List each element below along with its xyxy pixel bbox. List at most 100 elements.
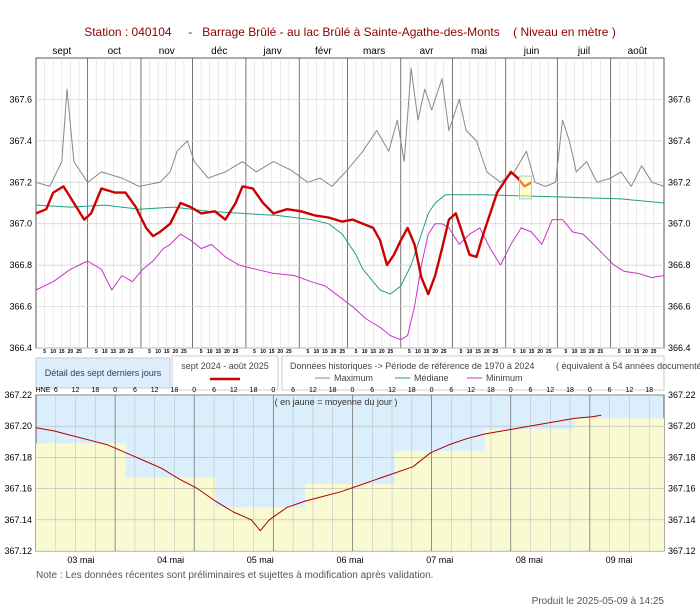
y-tick-label-left: 367.6 [9, 94, 32, 104]
y-tick-label-right: 367.0 [668, 219, 691, 229]
y-tick-label-left: 367.0 [9, 219, 32, 229]
legend-min-text: Minimum [486, 373, 523, 383]
y-tick-label-right: 367.14 [668, 515, 696, 525]
station-name: Barrage Brûlé - au lac Brûlé à Sainte-Ag… [202, 25, 500, 39]
hour-label: 0 [588, 387, 592, 394]
hour-label: 0 [430, 387, 434, 394]
legend-max-text: Maximum [334, 373, 373, 383]
day-label: 09 mai [606, 555, 633, 565]
legend-recent-text: Détail des sept derniers jours [45, 368, 162, 378]
day-tick-label: 5 [460, 349, 463, 355]
y-tick-label-right: 366.8 [668, 260, 691, 270]
y-tick-label-right: 367.2 [668, 177, 691, 187]
day-tick-label: 10 [362, 349, 368, 355]
legend-historic-box [281, 355, 665, 391]
hour-label: 18 [329, 387, 337, 394]
hour-label: 6 [449, 387, 453, 394]
hour-label: 12 [151, 387, 159, 394]
y-tick-label-right: 366.4 [668, 343, 691, 353]
day-tick-label: 25 [128, 349, 134, 355]
station-label: Station : 040104 [84, 25, 172, 39]
daily-mean-band [36, 443, 126, 551]
day-tick-label: 10 [314, 349, 320, 355]
day-tick-label: 15 [59, 349, 65, 355]
hour-label: 6 [212, 387, 216, 394]
day-tick-label: 25 [388, 349, 394, 355]
y-tick-label-right: 367.22 [668, 390, 696, 400]
daily-mean-band [125, 477, 216, 551]
day-tick-label: 25 [441, 349, 447, 355]
hour-label: 6 [529, 387, 533, 394]
day-tick-label: 10 [625, 349, 631, 355]
day-tick-label: 5 [513, 349, 516, 355]
day-tick-label: 10 [520, 349, 526, 355]
hour-label: 12 [546, 387, 554, 394]
day-tick-label: 15 [475, 349, 481, 355]
y-tick-label-right: 367.16 [668, 484, 696, 494]
month-label: mars [363, 46, 385, 57]
day-tick-label: 20 [642, 349, 648, 355]
series-line-min [35, 219, 665, 341]
day-tick-label: 20 [432, 349, 438, 355]
legend-equivalent-text: ( équivalent à 54 années documentées ) [556, 361, 700, 371]
day-tick-label: 15 [580, 349, 586, 355]
day-tick-label: 15 [111, 349, 117, 355]
hour-label: HNE [36, 387, 51, 394]
month-label: mai [471, 46, 487, 57]
y-tick-label-left: 366.6 [9, 302, 32, 312]
day-tick-label: 20 [224, 349, 230, 355]
y-tick-label-right: 367.4 [668, 136, 691, 146]
y-tick-label-right: 366.6 [668, 302, 691, 312]
recent-week-box [518, 175, 533, 200]
daily-mean-band [305, 483, 395, 551]
day-tick-label: 5 [200, 349, 203, 355]
y-tick-label-left: 367.4 [9, 136, 32, 146]
hour-label: 12 [230, 387, 238, 394]
y-tick-label-left: 367.16 [4, 484, 32, 494]
y-tick-label-left: 367.20 [4, 421, 32, 431]
daily-mean-band [484, 429, 575, 551]
day-tick-label: 5 [253, 349, 256, 355]
day-tick-label: 20 [173, 349, 179, 355]
day-tick-label: 5 [618, 349, 621, 355]
hour-label: 6 [133, 387, 137, 394]
hour-label: 12 [467, 387, 475, 394]
series-line-current [35, 170, 533, 296]
day-tick-label: 15 [269, 349, 275, 355]
hour-label: 12 [625, 387, 633, 394]
day-tick-label: 15 [529, 349, 535, 355]
day-tick-label: 25 [598, 349, 604, 355]
day-tick-label: 15 [322, 349, 328, 355]
hour-label: 18 [408, 387, 416, 394]
month-label: nov [159, 46, 175, 57]
y-tick-label-left: 367.18 [4, 452, 32, 462]
month-label: sept [52, 46, 71, 57]
day-tick-label: 25 [286, 349, 292, 355]
day-tick-label: 25 [339, 349, 345, 355]
month-label: oct [108, 46, 122, 57]
hour-label: 12 [309, 387, 317, 394]
recent-level-line [35, 414, 602, 532]
day-tick-label: 10 [50, 349, 56, 355]
day-tick-label: 25 [493, 349, 499, 355]
hour-label: 18 [566, 387, 574, 394]
day-tick-label: 20 [331, 349, 337, 355]
day-label: 04 mai [157, 555, 184, 565]
month-label: févr [315, 46, 332, 57]
chart-title: Station : 040104 - Barrage Brûlé - au la… [84, 25, 616, 39]
hour-label: 18 [487, 387, 495, 394]
day-tick-label: 20 [68, 349, 74, 355]
hour-label: 0 [113, 387, 117, 394]
hour-label: 0 [192, 387, 196, 394]
hour-label: 6 [291, 387, 295, 394]
y-tick-label-right: 367.6 [668, 94, 691, 104]
hour-label: 0 [351, 387, 355, 394]
legend-current-text: sept 2024 - août 2025 [181, 361, 269, 371]
legend-median-text: Médiane [414, 373, 449, 383]
bottom-annotation: ( en jaune = moyenne du jour ) [275, 397, 398, 407]
month-label: août [628, 46, 648, 57]
y-tick-label-left: 367.12 [4, 546, 32, 556]
day-label: 06 mai [336, 555, 363, 565]
day-label: 03 mai [67, 555, 94, 565]
day-tick-label: 10 [207, 349, 213, 355]
